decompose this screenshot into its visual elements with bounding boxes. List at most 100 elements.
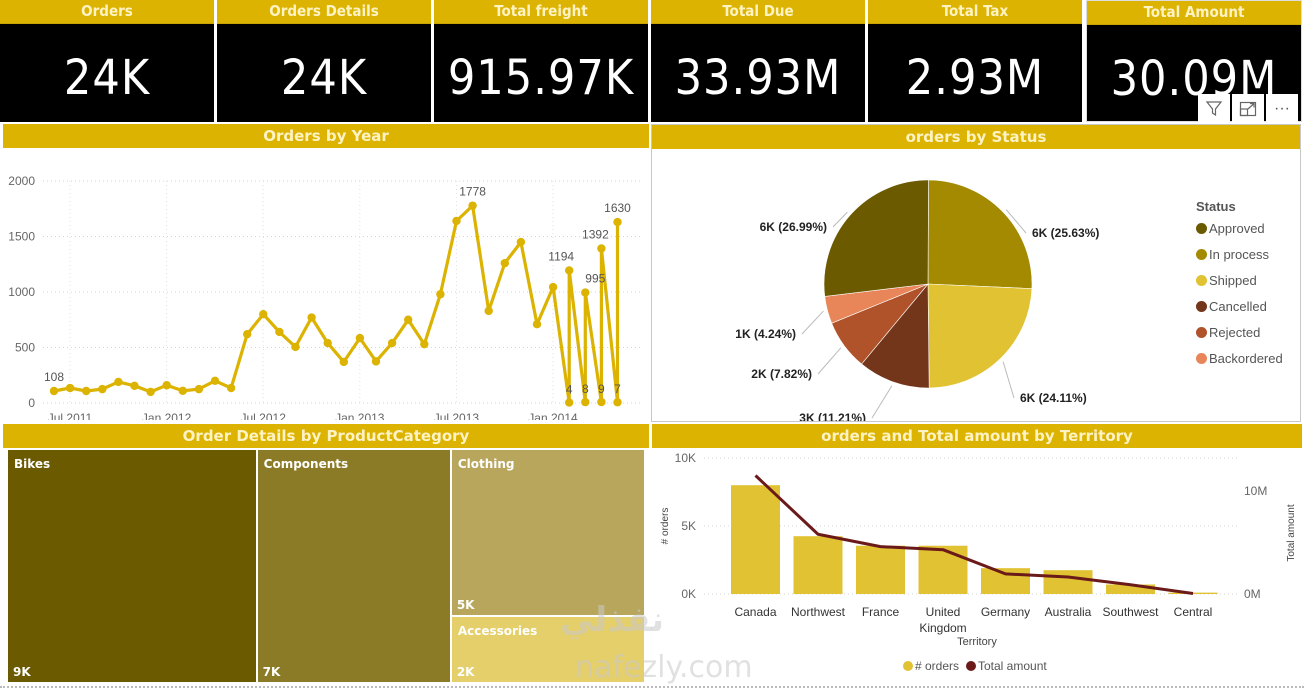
data-point[interactable]	[307, 313, 316, 322]
y-tick-label: 500	[15, 341, 35, 355]
kpi-card-total-freight[interactable]: Total freight 915.97K	[434, 0, 648, 122]
data-point[interactable]	[468, 201, 477, 210]
legend-marker-orders	[903, 661, 913, 671]
data-label: 995	[585, 272, 605, 286]
legend-marker	[1196, 327, 1207, 338]
data-point[interactable]	[162, 381, 171, 390]
treemap-cell-accessories[interactable]: Accessories 2K	[450, 616, 645, 683]
data-point[interactable]	[565, 266, 574, 275]
more-options-icon[interactable]: ···	[1266, 94, 1298, 124]
y-tick-label: 0	[28, 396, 35, 410]
bar-united-kingdom[interactable]	[918, 545, 968, 594]
data-point[interactable]	[65, 383, 75, 393]
data-point[interactable]	[581, 288, 590, 297]
data-point[interactable]	[210, 376, 220, 385]
data-point[interactable]	[323, 338, 332, 348]
data-point[interactable]	[82, 386, 91, 396]
bar-northwest[interactable]	[793, 536, 843, 594]
leader-line	[1002, 361, 1015, 399]
data-point[interactable]	[387, 338, 397, 348]
pie-slice-shipped[interactable]	[927, 283, 1033, 389]
pie-slice-approved[interactable]	[823, 179, 929, 297]
data-point[interactable]	[565, 398, 574, 407]
kpi-label: Total Due	[651, 0, 865, 24]
bar-australia[interactable]	[1043, 570, 1093, 594]
kpi-label: Orders	[0, 0, 214, 24]
pie-data-label: 1K (4.24%)	[735, 327, 796, 341]
bar-germany[interactable]	[981, 568, 1030, 594]
data-point[interactable]	[114, 377, 123, 387]
y2-axis-title: Total amount	[1286, 504, 1297, 561]
data-point[interactable]	[49, 386, 59, 396]
data-point[interactable]	[404, 315, 413, 324]
data-point[interactable]	[355, 333, 365, 343]
data-point[interactable]	[452, 216, 461, 226]
orders-by-status-chart[interactable]: 6K (25.63%) 6K (24.11%) 3K (11.21%) 2K (7.8…	[652, 149, 1300, 421]
orders-by-year-chart[interactable]: 0 500 1000 1500 2000 Jul 2011 Jan 2012 Jul 2012…	[3, 148, 649, 420]
data-point[interactable]	[130, 381, 139, 390]
kpi-value: 24K	[63, 50, 151, 106]
legend-marker	[1196, 353, 1207, 364]
legend-item-in-process[interactable]: In process	[1196, 247, 1269, 262]
orders-by-territory-chart[interactable]: 0K 5K 10K 0M 10M # orders Total amount Canada No…	[652, 448, 1302, 686]
treemap-category-label: Bikes	[14, 457, 51, 471]
category-treemap: Bikes 9K Components 7K Clothing 5K Accessories…	[7, 449, 645, 683]
data-point[interactable]	[597, 397, 606, 407]
kpi-label: Total Tax	[868, 0, 1082, 24]
legend-label-total-amount: Total amount	[978, 659, 1047, 673]
data-point[interactable]	[581, 397, 590, 407]
kpi-card-orders-details[interactable]: Orders Details 24K	[217, 0, 431, 122]
x-tick-label: Central	[1174, 605, 1213, 619]
treemap-category-label: Clothing	[457, 457, 515, 471]
data-point[interactable]	[484, 306, 493, 316]
data-point[interactable]	[243, 329, 252, 339]
data-point[interactable]	[548, 282, 558, 292]
data-point[interactable]	[178, 386, 187, 395]
legend-item-backordered[interactable]: Backordered	[1196, 351, 1283, 366]
legend-label: Backordered	[1209, 351, 1283, 366]
data-point[interactable]	[371, 357, 381, 366]
data-point[interactable]	[613, 398, 622, 407]
pie-slice-cancelled[interactable]	[861, 283, 930, 389]
data-point[interactable]	[291, 342, 300, 352]
kpi-card-total-amount[interactable]: Total Amount 30.09M	[1086, 0, 1302, 122]
data-point[interactable]	[516, 237, 526, 247]
kpi-label: Total freight	[434, 0, 648, 24]
data-point[interactable]	[500, 258, 509, 268]
treemap-cell-components[interactable]: Components 7K	[256, 449, 451, 683]
legend-item-rejected[interactable]: Rejected	[1196, 325, 1260, 340]
legend-item-cancelled[interactable]: Cancelled	[1196, 299, 1267, 314]
pie-slice-in-process[interactable]	[927, 179, 1033, 289]
kpi-card-orders[interactable]: Orders 24K	[0, 0, 214, 122]
data-point[interactable]	[420, 339, 429, 349]
data-point[interactable]	[275, 327, 284, 337]
bar-canada[interactable]	[731, 485, 780, 594]
data-point[interactable]	[194, 384, 204, 394]
data-point[interactable]	[259, 310, 268, 319]
bar-southwest[interactable]	[1106, 584, 1155, 594]
kpi-card-total-tax[interactable]: Total Tax 2.93M	[868, 0, 1082, 122]
legend-label: Approved	[1209, 221, 1265, 236]
data-point[interactable]	[339, 357, 348, 367]
panel-title: orders and Total amount by Territory	[652, 424, 1302, 448]
data-point[interactable]	[532, 319, 542, 329]
data-point[interactable]	[436, 290, 445, 299]
legend-marker	[1196, 249, 1207, 260]
legend-item-approved[interactable]: Approved	[1196, 221, 1265, 236]
data-point[interactable]	[613, 217, 622, 227]
bar-france[interactable]	[856, 545, 905, 594]
data-point[interactable]	[597, 244, 606, 253]
treemap-cell-clothing[interactable]: Clothing 5K	[450, 449, 645, 617]
filter-icon[interactable]	[1198, 94, 1230, 124]
data-point[interactable]	[226, 383, 236, 393]
data-point[interactable]	[146, 387, 155, 397]
x-tick-label: Jan 2013	[335, 411, 385, 420]
focus-mode-icon[interactable]	[1232, 94, 1264, 124]
kpi-card-total-due[interactable]: Total Due 33.93M	[651, 0, 865, 122]
y-axis-title: # orders	[660, 508, 671, 545]
data-point[interactable]	[98, 384, 107, 394]
order-details-by-category-panel: Order Details by ProductCategory Bikes 9K…	[3, 424, 649, 686]
legend-item-shipped[interactable]: Shipped	[1196, 273, 1257, 288]
treemap-cell-bikes[interactable]: Bikes 9K	[7, 449, 257, 683]
legend-label: In process	[1209, 247, 1269, 262]
